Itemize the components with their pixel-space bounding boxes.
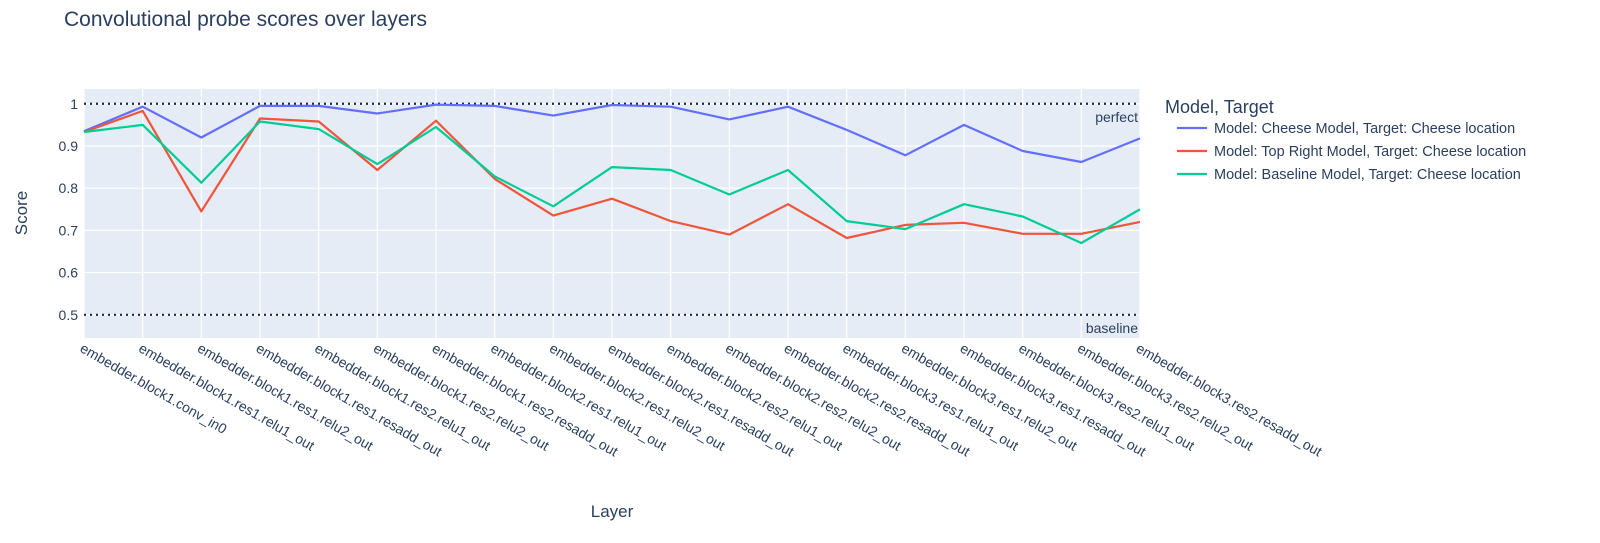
series-line-0 — [83, 103, 1141, 164]
y-tick-labels: 0.5 0.6 0.7 0.8 0.9 1 — [59, 96, 79, 323]
grid-lines — [83, 89, 1141, 338]
legend-title: Model, Target — [1165, 97, 1274, 117]
legend-label: Model: Baseline Model, Target: Cheese lo… — [1214, 167, 1521, 183]
chart-title: Convolutional probe scores over layers — [64, 8, 427, 31]
reference-label-baseline: baseline — [1086, 320, 1138, 336]
y-tick-label: 1 — [70, 96, 78, 112]
y-tick-label: 0.6 — [59, 265, 79, 281]
y-axis-title: Score — [12, 191, 31, 235]
x-axis-title: Layer — [591, 502, 634, 521]
series-line-1 — [83, 109, 1141, 240]
series-lines — [83, 103, 1141, 245]
reference-lines: perfect baseline — [84, 102, 1140, 336]
legend-items: Model: Cheese Model, Target: Cheese loca… — [1177, 121, 1526, 183]
legend: Model, Target Model: Cheese Model, Targe… — [1165, 97, 1526, 183]
x-tick-labels: embedder.block1.conv_in0embedder.block1.… — [78, 340, 1325, 460]
series-line-2 — [83, 120, 1141, 245]
y-tick-label: 0.8 — [59, 180, 79, 196]
y-tick-label: 0.7 — [59, 222, 79, 238]
y-tick-label: 0.9 — [59, 138, 79, 154]
y-tick-label: 0.5 — [59, 307, 79, 323]
legend-label: Model: Cheese Model, Target: Cheese loca… — [1214, 121, 1515, 137]
legend-label: Model: Top Right Model, Target: Cheese l… — [1214, 144, 1526, 160]
reference-label-perfect: perfect — [1095, 109, 1138, 125]
